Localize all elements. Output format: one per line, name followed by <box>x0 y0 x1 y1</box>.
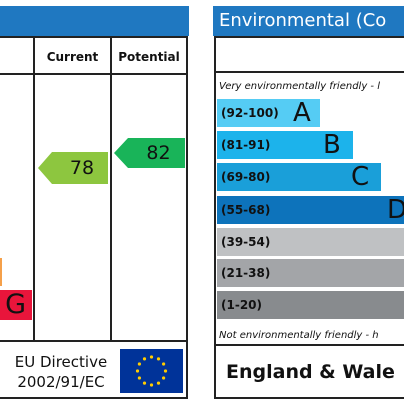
band-e: (39-54) <box>217 228 404 256</box>
left-panel-header-bar <box>0 6 189 36</box>
band-g: (1-20) <box>217 291 404 319</box>
column-divider <box>110 36 112 341</box>
band-range: (1-20) <box>221 298 262 312</box>
top-note: Very environmentally friendly - l <box>219 81 380 92</box>
column-header-current: Current <box>46 50 99 64</box>
band-a: (92-100) A <box>217 99 320 127</box>
header-row-divider <box>0 73 188 75</box>
region-label: England & Wale <box>226 361 395 383</box>
right-panel-frame <box>214 36 404 399</box>
bottom-note: Not environmentally friendly - h <box>219 330 379 341</box>
column-divider <box>33 36 35 341</box>
environmental-chart-title: Environmental (Co <box>213 6 404 36</box>
band-letter: B <box>323 130 341 160</box>
current-rating-value: 78 <box>69 157 95 179</box>
band-f-bar <box>0 258 2 286</box>
band-g-bar: G <box>0 290 32 320</box>
band-range: (39-54) <box>221 235 271 249</box>
band-letter: A <box>293 98 311 128</box>
eu-flag-icon <box>120 349 183 393</box>
column-header-potential: Potential <box>118 50 180 64</box>
band-range: (81-91) <box>221 138 271 152</box>
potential-rating-arrow: 82 <box>114 138 185 168</box>
potential-rating-value: 82 <box>146 142 171 164</box>
eu-directive-line2: 2002/91/EC <box>17 373 105 391</box>
left-panel-frame <box>0 36 188 399</box>
current-rating-arrow: 78 <box>38 152 108 184</box>
band-f: (21-38) <box>217 259 404 287</box>
band-range: (69-80) <box>221 170 271 184</box>
footer-divider <box>0 340 188 342</box>
band-d: (55-68) D <box>217 196 404 224</box>
band-range: (55-68) <box>221 203 271 217</box>
header-row-divider <box>214 71 404 73</box>
eu-directive-line1: EU Directive <box>14 353 108 371</box>
current-arrow-shape <box>38 152 108 184</box>
band-b: (81-91) B <box>217 131 353 159</box>
band-range: (21-38) <box>221 266 271 280</box>
band-range: (92-100) <box>221 106 279 120</box>
footer-divider <box>214 344 404 346</box>
band-letter: D <box>387 195 404 225</box>
band-c: (69-80) C <box>217 163 381 191</box>
band-letter: C <box>351 162 370 192</box>
potential-arrow-shape <box>114 138 185 168</box>
